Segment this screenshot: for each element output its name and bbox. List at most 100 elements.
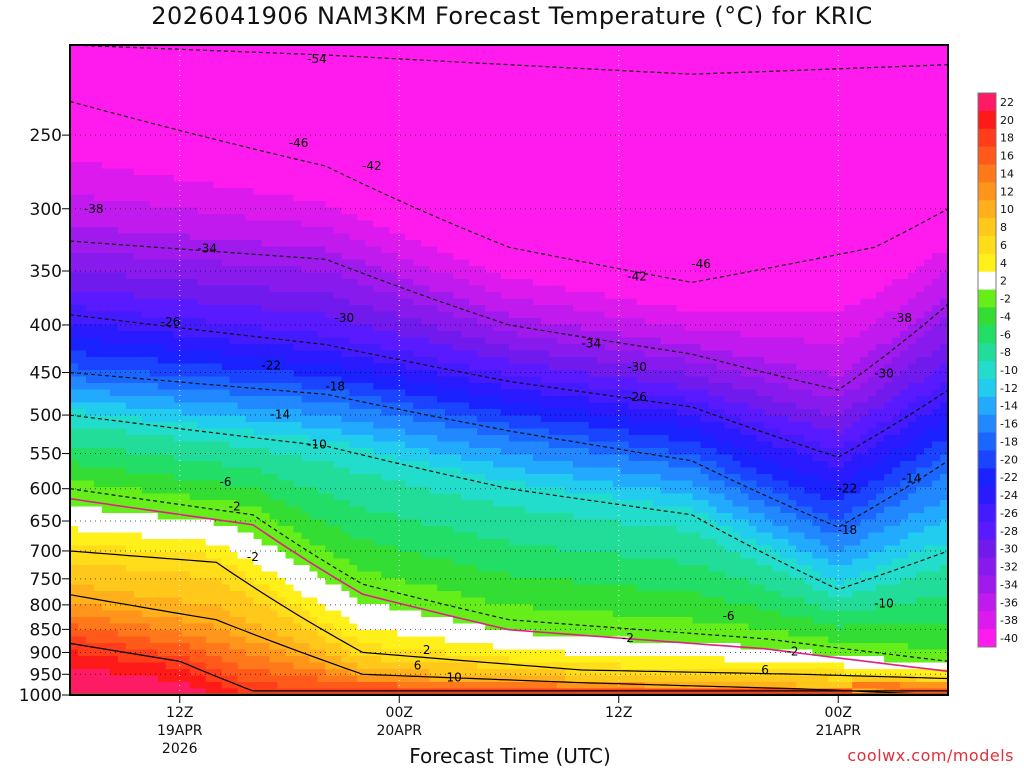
- colorbar-swatch: [978, 146, 996, 165]
- colorbar-label: -34: [1000, 578, 1018, 591]
- contour-label: -10: [307, 438, 327, 452]
- contour-label: -10: [874, 596, 894, 610]
- colorbar-swatch: [978, 182, 996, 201]
- colorbar-label: -36: [1000, 596, 1018, 609]
- contour-label: -2: [229, 499, 241, 513]
- colorbar-label: -16: [1000, 418, 1018, 431]
- plot-frame: [69, 44, 949, 696]
- x-axis-time-labels: 12Z 19APR 2026 00Z 20APR 12Z 00Z 21APR: [157, 695, 861, 757]
- colorbar-label: -40: [1000, 632, 1018, 645]
- isotherm-line: [70, 240, 948, 391]
- isotherm-line: [70, 414, 948, 591]
- contour-label: -2: [247, 550, 259, 564]
- colorbar-swatch: [978, 378, 996, 398]
- isotherm-line: [70, 642, 948, 692]
- contour-label: -2: [622, 631, 634, 645]
- x-tick-date: 20APR: [376, 723, 422, 739]
- colorbar: 22 20 18 16 14 12 10 8 6 4 2 -2 -4 -6 -8 -10 -12 -14 -16 -1…: [977, 92, 1018, 648]
- y-tick-label: 700: [30, 542, 62, 562]
- colorbar-swatch: [978, 539, 996, 559]
- colorbar-swatch: [978, 414, 996, 434]
- colorbar-swatch: [978, 432, 996, 451]
- x-tick-date: 21APR: [815, 723, 861, 739]
- isotherm-line: [70, 314, 948, 458]
- y-tick-label: 900: [30, 643, 62, 663]
- colorbar-label: -8: [1000, 346, 1011, 359]
- x-tick-label: 12Z: [605, 705, 632, 721]
- isotherm-line: [70, 594, 948, 695]
- y-tick-label: 600: [30, 480, 62, 500]
- colorbar-swatch: [978, 110, 996, 130]
- contour-label: -22: [261, 358, 281, 372]
- colorbar-swatch: [978, 557, 996, 577]
- colorbar-label: 6: [1000, 239, 1007, 252]
- isotherm-line: [70, 100, 948, 284]
- colorbar-swatch: [978, 200, 996, 219]
- colorbar-swatch: [978, 253, 996, 273]
- contour-label: -26: [627, 390, 647, 404]
- y-tick-label: 550: [30, 445, 62, 465]
- colorbar-swatch: [978, 289, 996, 308]
- contour-label: -34: [582, 337, 602, 351]
- colorbar-label: 14: [1000, 167, 1014, 180]
- colorbar-label: -6: [1000, 328, 1011, 341]
- colorbar-swatch: [978, 164, 996, 183]
- colorbar-label: -32: [1000, 561, 1018, 574]
- y-tick-label: 300: [30, 200, 62, 220]
- y-tick-label: 500: [30, 406, 62, 426]
- contour-label: -2: [787, 645, 799, 659]
- colorbar-label: -20: [1000, 453, 1018, 466]
- contour-label: -38: [892, 311, 912, 325]
- y-tick-label: 450: [30, 364, 62, 384]
- contour-label: -22: [838, 482, 858, 496]
- freezing-line: [70, 497, 948, 673]
- contour-label: 6: [414, 659, 422, 673]
- y-tick-label: 650: [30, 512, 62, 532]
- contour-label: -26: [161, 315, 181, 329]
- colorbar-label: 4: [1000, 257, 1007, 270]
- colorbar-swatch: [978, 450, 996, 469]
- colorbar-swatch: [978, 218, 996, 237]
- colorbar-frame: [977, 92, 997, 648]
- contour-label: -18: [325, 380, 345, 394]
- colorbar-label: -18: [1000, 435, 1018, 448]
- colorbar-swatch: [978, 93, 996, 112]
- colorbar-label: -14: [1000, 400, 1018, 413]
- isotherm-contours: [70, 45, 948, 695]
- colorbar-label: -2: [1000, 293, 1011, 306]
- colorbar-swatch: [978, 343, 996, 362]
- y-tick-label: 400: [30, 316, 62, 336]
- colorbar-swatch: [978, 575, 996, 594]
- colorbar-swatch: [978, 521, 996, 541]
- contour-label: 2: [423, 643, 431, 657]
- y-tick-label: 850: [30, 620, 62, 640]
- contour-label: -42: [627, 270, 647, 284]
- contour-label: -42: [362, 159, 382, 173]
- colorbar-label: -10: [1000, 364, 1018, 377]
- x-tick-year: 2026: [162, 741, 198, 757]
- contour-label: -14: [271, 407, 291, 421]
- colorbar-swatch: [978, 235, 996, 255]
- contour-label: 10: [446, 671, 461, 685]
- contour-label: -30: [335, 311, 355, 325]
- y-tick-label: 800: [30, 596, 62, 616]
- colorbar-label: -28: [1000, 525, 1018, 538]
- colorbar-swatch: [978, 396, 996, 416]
- colorbar-label: 2: [1000, 275, 1007, 288]
- y-axis-pressure-labels: 250 300 350 400 450 500 550 600 650 700 750 800 850 9…: [19, 126, 70, 706]
- colorbar-swatch: [978, 629, 996, 648]
- isotherm-line: [70, 371, 948, 528]
- colorbar-label: 20: [1000, 114, 1014, 127]
- temperature-field: [70, 45, 948, 695]
- isotherm-line: [70, 488, 948, 662]
- contour-label: -34: [197, 241, 217, 255]
- colorbar-label: 10: [1000, 203, 1014, 216]
- colorbar-label: -24: [1000, 489, 1018, 502]
- colorbar-swatch: [978, 361, 996, 380]
- credit-link[interactable]: coolwx.com/models: [847, 746, 1014, 765]
- contour-label: 6: [761, 663, 769, 677]
- contour-label: -38: [84, 202, 104, 216]
- colorbar-swatch: [978, 307, 996, 326]
- colorbar-label: -38: [1000, 614, 1018, 627]
